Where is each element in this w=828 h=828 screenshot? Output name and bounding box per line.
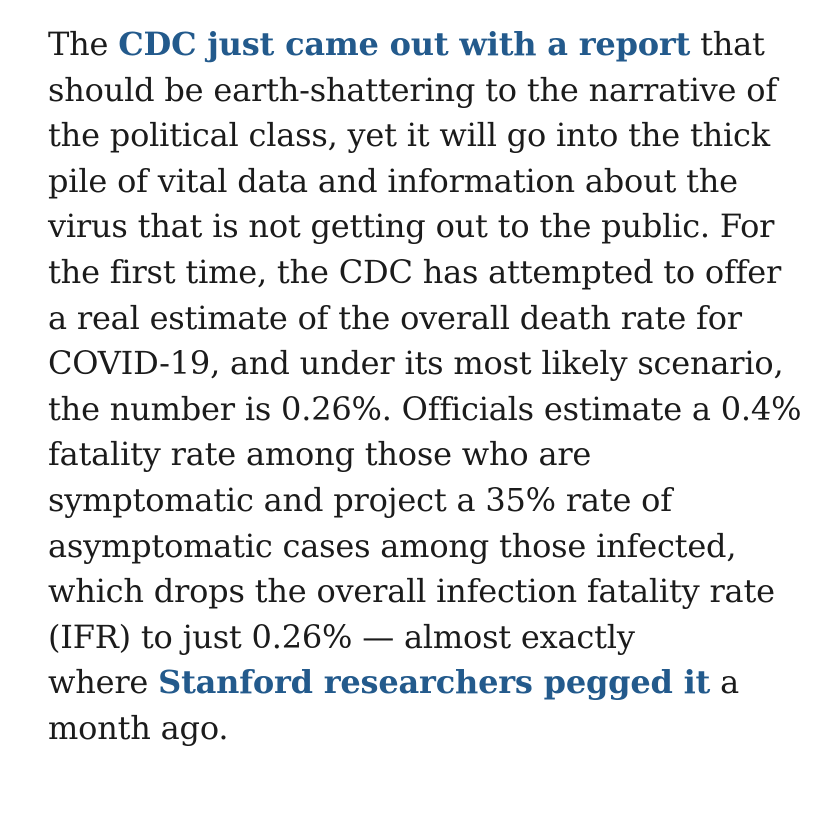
- text-line: symptomatic and project a 35% rate of: [48, 480, 672, 519]
- text-segment: a: [710, 663, 740, 702]
- text-line: pile of vital data and information about…: [48, 161, 738, 200]
- text-line: COVID-19, and under its most likely scen…: [48, 344, 784, 383]
- text-line: (IFR) to just 0.26% — almost exactly: [48, 617, 635, 656]
- text-line: month ago.: [48, 708, 229, 747]
- text-segment: where: [48, 663, 159, 702]
- cdc-report-link[interactable]: CDC just came out with a report: [118, 25, 691, 63]
- text-line: the first time, the CDC has attempted to…: [48, 252, 782, 291]
- text-line: which drops the overall infection fatali…: [48, 572, 775, 611]
- text-line: virus that is not getting out to the pub…: [48, 207, 775, 246]
- text-line: a real estimate of the overall death rat…: [48, 298, 742, 337]
- text-line: The CDC just came out with a report that: [48, 22, 818, 68]
- stanford-researchers-link[interactable]: Stanford researchers pegged it: [158, 663, 711, 702]
- article-paragraph: The CDC just came out with a report that…: [48, 22, 818, 752]
- text-line: should be earth-shattering to the narrat…: [48, 70, 777, 109]
- text-line: where Stanford researchers pegged it a: [48, 660, 818, 706]
- text-line: the political class, yet it will go into…: [48, 116, 770, 155]
- text-line: the number is 0.26%. Officials estimate …: [48, 389, 802, 428]
- text-line: asymptomatic cases among those infected,: [48, 526, 737, 565]
- text-segment: The: [48, 25, 119, 63]
- text-line: fatality rate among those who are: [48, 435, 592, 474]
- text-segment: that: [690, 25, 765, 63]
